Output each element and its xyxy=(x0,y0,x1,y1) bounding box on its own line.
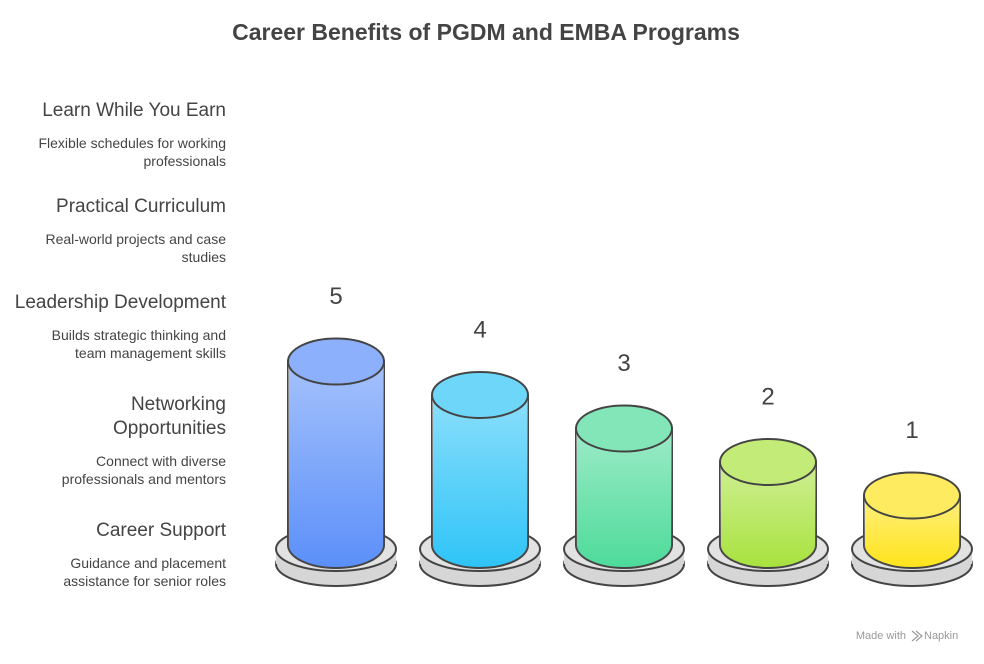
benefit-title: Networking xyxy=(130,394,226,415)
value-label: 1 xyxy=(905,417,918,444)
chart-title: Career Benefits of PGDM and EMBA Program… xyxy=(232,19,740,45)
value-label: 4 xyxy=(473,316,486,343)
bar-top xyxy=(863,471,961,520)
benefit-description: assistance for senior roles xyxy=(63,573,226,589)
cylinder: 3 xyxy=(563,350,685,587)
bar-top xyxy=(431,371,529,419)
bar-top xyxy=(287,337,385,386)
bar-shine xyxy=(288,361,384,568)
bar-top-shine xyxy=(721,440,815,484)
bar-shine xyxy=(720,462,816,568)
value-label: 5 xyxy=(329,283,342,310)
cylinder: 1 xyxy=(851,417,973,587)
bar-top-shine xyxy=(289,339,383,384)
cylinder: 4 xyxy=(419,316,541,587)
benefit-title: Opportunities xyxy=(112,418,226,439)
value-label: 3 xyxy=(617,350,630,377)
benefit-title: Career Support xyxy=(96,520,226,541)
bar-top-shine xyxy=(577,406,671,451)
benefit: Leadership Development Builds strategic t… xyxy=(0,291,226,362)
benefit-description: Flexible schedules for working xyxy=(38,135,226,151)
bar-shine xyxy=(432,395,528,568)
napkin-icon xyxy=(911,630,923,642)
benefit-title: Practical Curriculum xyxy=(56,196,226,217)
bar-top xyxy=(719,438,817,486)
benefit: Networking Opportunities Connect with dive… xyxy=(0,393,226,488)
footer-brand: Napkin xyxy=(924,630,958,642)
bar-top-shine xyxy=(865,473,959,518)
benefit-title: Learn While You Earn xyxy=(42,100,226,121)
benefit: Learn While You Earn Flexible schedules f… xyxy=(0,99,226,170)
benefit-description: team management skills xyxy=(75,345,226,361)
benefit-description: Guidance and placement xyxy=(70,555,226,571)
benefit-title: Leadership Development xyxy=(14,292,226,313)
benefit: Practical Curriculum Real-world projects … xyxy=(0,195,226,266)
benefit-description: professionals xyxy=(143,153,227,169)
bar-top xyxy=(575,404,673,453)
benefit-description: Builds strategic thinking and xyxy=(51,327,226,343)
benefit-description: Connect with diverse xyxy=(96,453,226,469)
benefit-description: studies xyxy=(181,249,226,265)
benefit-description: Real-world projects and case xyxy=(45,231,226,247)
cylinder: 2 xyxy=(707,383,829,587)
footer-text: Made with xyxy=(856,630,906,642)
cylinder: 5 xyxy=(275,283,397,587)
bar-top-shine xyxy=(433,373,527,417)
bar-shine xyxy=(576,428,672,568)
benefit-description: professionals and mentors xyxy=(61,471,226,487)
benefit: Career Support Guidance and placement assi… xyxy=(0,519,226,590)
value-label: 2 xyxy=(761,383,774,410)
